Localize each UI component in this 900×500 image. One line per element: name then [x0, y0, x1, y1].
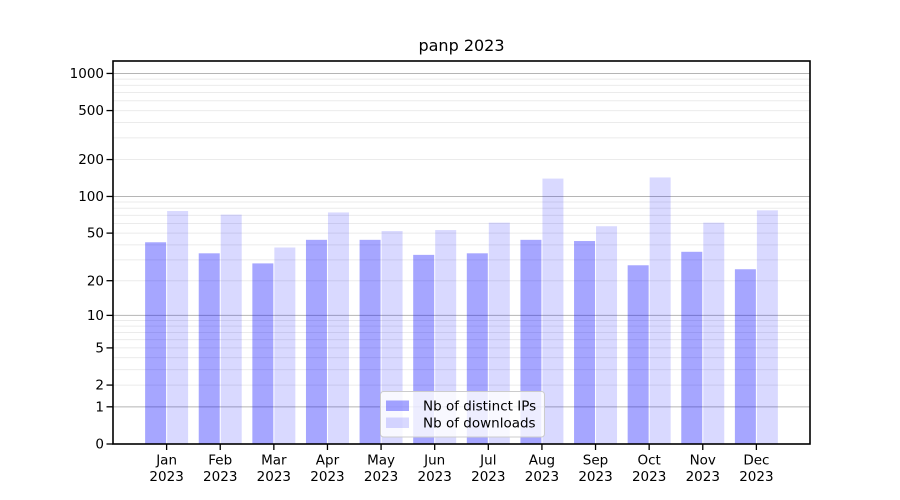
- x-tick-label-month: Mar: [261, 453, 287, 469]
- bar-distinct-ips: [305, 239, 327, 444]
- y-tick-label: 10: [87, 308, 104, 324]
- x-tick-label-year: 2023: [364, 469, 398, 485]
- bar-downloads: [596, 226, 618, 444]
- bar-distinct-ips: [627, 265, 649, 444]
- chart-title: panp 2023: [418, 36, 505, 55]
- bar-downloads: [649, 177, 671, 444]
- bar-downloads: [756, 210, 778, 444]
- x-tick-label-year: 2023: [686, 469, 720, 485]
- legend-swatch-downloads: [386, 417, 409, 428]
- bar-downloads: [703, 222, 725, 444]
- legend-label-distinct-ips: Nb of distinct IPs: [423, 399, 536, 415]
- x-tick-label-month: Aug: [529, 453, 555, 469]
- x-tick-label-year: 2023: [739, 469, 773, 485]
- x-tick-label-year: 2023: [632, 469, 666, 485]
- bar-distinct-ips: [734, 269, 756, 444]
- x-tick-label-month: Oct: [637, 453, 660, 469]
- bar-downloads: [488, 222, 510, 444]
- x-tick-label-year: 2023: [471, 469, 505, 485]
- bar-downloads: [381, 231, 403, 444]
- x-tick-label-year: 2023: [310, 469, 344, 485]
- y-tick-label: 50: [87, 226, 104, 242]
- x-tick-label-year: 2023: [578, 469, 612, 485]
- legend-label-downloads: Nb of downloads: [423, 416, 536, 432]
- x-tick-label-month: Nov: [690, 453, 716, 469]
- y-tick-label: 5: [95, 340, 104, 356]
- x-tick-label-month: Dec: [743, 453, 769, 469]
- bar-downloads: [542, 178, 564, 444]
- bar-downloads: [274, 247, 296, 444]
- legend-swatch-distinct-ips: [386, 400, 409, 411]
- bar-distinct-ips: [574, 241, 596, 444]
- plot-border: [112, 60, 811, 445]
- x-tick-label-year: 2023: [418, 469, 452, 485]
- bar-downloads: [327, 212, 349, 444]
- bar-distinct-ips: [359, 239, 381, 444]
- bar-downloads: [167, 211, 189, 444]
- x-tick-label-month: Sep: [583, 453, 608, 469]
- legend-box: [380, 391, 545, 438]
- y-tick-label: 20: [87, 273, 104, 289]
- x-tick-label-month: Apr: [316, 453, 340, 469]
- y-tick-label: 500: [78, 103, 104, 119]
- bar-distinct-ips: [198, 253, 220, 444]
- x-tick-label-month: May: [367, 453, 395, 469]
- x-tick-label-year: 2023: [149, 469, 183, 485]
- y-tick-label: 200: [78, 152, 104, 168]
- x-tick-label-month: Jan: [155, 453, 177, 469]
- bar-distinct-ips: [145, 242, 167, 444]
- bar-distinct-ips: [252, 263, 274, 444]
- x-tick-label-month: Jun: [423, 453, 445, 469]
- y-tick-label: 1: [95, 399, 104, 415]
- bar-downloads: [435, 230, 457, 444]
- x-tick-label-year: 2023: [525, 469, 559, 485]
- bar-distinct-ips: [681, 251, 703, 444]
- x-tick-label-month: Jul: [479, 453, 496, 469]
- bar-downloads: [220, 214, 242, 444]
- y-tick-label: 100: [78, 189, 104, 205]
- y-tick-label: 2: [95, 378, 104, 394]
- x-tick-label-year: 2023: [203, 469, 237, 485]
- x-tick-label-month: Feb: [208, 453, 232, 469]
- x-tick-label-year: 2023: [257, 469, 291, 485]
- y-tick-label: 0: [95, 437, 104, 453]
- y-tick-label: 1000: [70, 66, 104, 82]
